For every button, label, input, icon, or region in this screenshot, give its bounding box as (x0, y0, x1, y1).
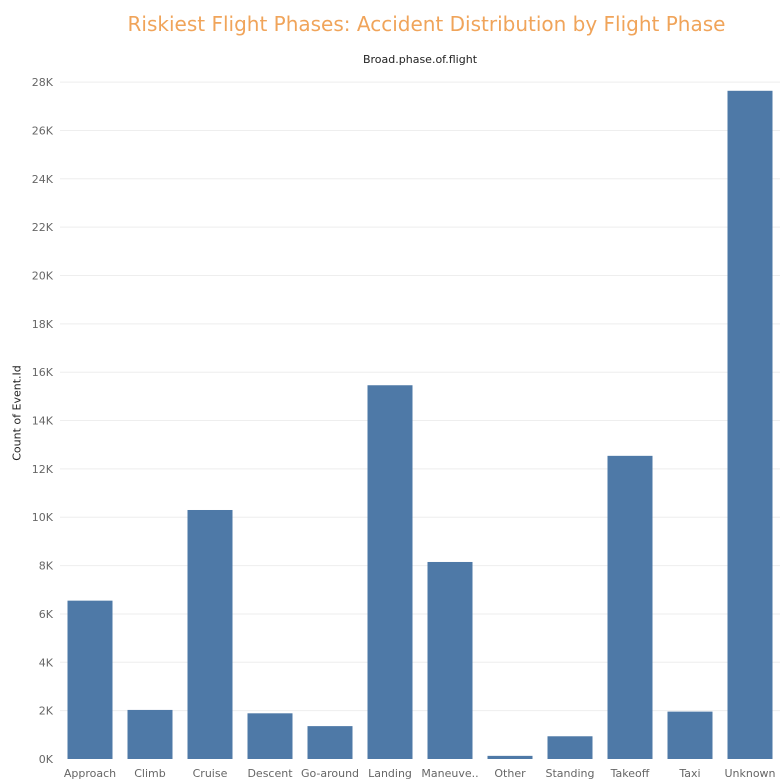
x-tick-label: Maneuve.. (421, 767, 478, 780)
x-tick-label: Standing (545, 767, 594, 780)
bar (187, 509, 233, 759)
x-tick-label: Landing (368, 767, 412, 780)
chart-title: Riskiest Flight Phases: Accident Distrib… (127, 12, 726, 36)
bar (67, 600, 113, 759)
x-tick-label: Approach (64, 767, 116, 780)
y-tick-label: 14K (32, 415, 54, 428)
bar (607, 455, 653, 759)
bar (487, 755, 533, 759)
x-tick-label: Other (494, 767, 526, 780)
bar (307, 726, 353, 759)
x-tick-label: Descent (247, 767, 293, 780)
bar (727, 90, 773, 759)
bar (427, 561, 473, 759)
y-tick-label: 12K (32, 463, 54, 476)
x-tick-label: Go-around (301, 767, 359, 780)
y-tick-label: 2K (39, 705, 54, 718)
x-tick-label: Unknown (724, 767, 775, 780)
y-tick-label: 28K (32, 76, 54, 89)
x-tick-label: Climb (134, 767, 166, 780)
y-tick-label: 16K (32, 366, 54, 379)
y-tick-label: 22K (32, 221, 54, 234)
bar (547, 736, 593, 759)
y-tick-label: 10K (32, 511, 54, 524)
bar (367, 385, 413, 759)
y-tick-label: 24K (32, 173, 54, 186)
bar (127, 709, 173, 759)
y-tick-label: 20K (32, 269, 54, 282)
x-tick-label: Takeoff (610, 767, 650, 780)
y-tick-label: 0K (39, 753, 54, 766)
y-tick-label: 4K (39, 656, 54, 669)
y-tick-label: 18K (32, 318, 54, 331)
bar (667, 711, 713, 759)
y-tick-label: 26K (32, 124, 54, 137)
bar (247, 713, 293, 759)
x-tick-label: Taxi (678, 767, 700, 780)
x-tick-label: Cruise (193, 767, 228, 780)
y-tick-label: 6K (39, 608, 54, 621)
y-tick-label: 8K (39, 560, 54, 573)
column-header: Broad.phase.of.flight (362, 53, 478, 66)
